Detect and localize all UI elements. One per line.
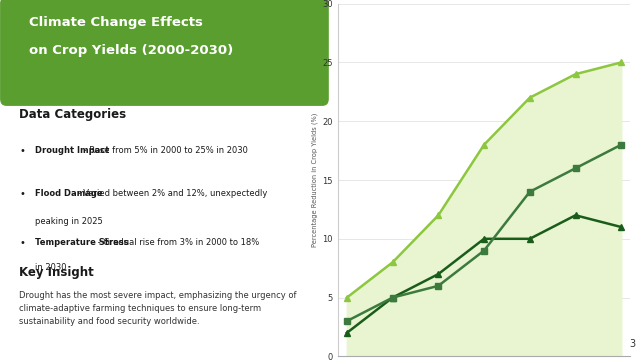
Temperature Stress (%) bbox=[388, 296, 396, 300]
Temperature Stress (%) bbox=[480, 248, 488, 253]
Text: Drought has the most severe impact, emphasizing the urgency of
climate-adaptive : Drought has the most severe impact, emph… bbox=[19, 291, 296, 326]
FancyBboxPatch shape bbox=[0, 0, 329, 106]
Temperature Stress (%) bbox=[618, 143, 625, 147]
Text: 3: 3 bbox=[629, 339, 636, 349]
Flood Damage (%) bbox=[526, 237, 534, 241]
Line: Drought Impact (%): Drought Impact (%) bbox=[344, 59, 625, 301]
Line: Temperature Stress (%): Temperature Stress (%) bbox=[344, 142, 624, 324]
Drought Impact (%) bbox=[388, 260, 396, 265]
Drought Impact (%) bbox=[480, 143, 488, 147]
Text: Drought Impact: Drought Impact bbox=[35, 147, 109, 156]
Text: •: • bbox=[19, 189, 25, 199]
Text: Temperature Stress: Temperature Stress bbox=[35, 238, 129, 247]
Flood Damage (%) bbox=[480, 237, 488, 241]
Temperature Stress (%) bbox=[526, 190, 534, 194]
Drought Impact (%) bbox=[435, 213, 442, 217]
Text: - Gradual rise from 3% in 2000 to 18%: - Gradual rise from 3% in 2000 to 18% bbox=[95, 238, 259, 247]
Text: - Rose from 5% in 2000 to 25% in 2030: - Rose from 5% in 2000 to 25% in 2030 bbox=[81, 147, 248, 156]
Text: in 2030: in 2030 bbox=[35, 263, 67, 272]
Text: Key Insight: Key Insight bbox=[19, 266, 94, 279]
Drought Impact (%) bbox=[343, 296, 351, 300]
Line: Flood Damage (%): Flood Damage (%) bbox=[344, 212, 625, 336]
Text: Data Categories: Data Categories bbox=[19, 108, 126, 121]
Temperature Stress (%) bbox=[343, 319, 351, 323]
Drought Impact (%) bbox=[526, 95, 534, 100]
Drought Impact (%) bbox=[572, 72, 579, 76]
Flood Damage (%) bbox=[618, 225, 625, 229]
Text: Flood Damage: Flood Damage bbox=[35, 189, 102, 198]
Flood Damage (%) bbox=[388, 296, 396, 300]
Text: on Crop Yields (2000-2030): on Crop Yields (2000-2030) bbox=[29, 44, 233, 57]
Flood Damage (%) bbox=[435, 272, 442, 276]
Drought Impact (%) bbox=[618, 60, 625, 64]
Temperature Stress (%) bbox=[435, 284, 442, 288]
Text: Climate Change Effects: Climate Change Effects bbox=[29, 16, 202, 29]
Y-axis label: Percentage Reduction in Crop Yields (%): Percentage Reduction in Crop Yields (%) bbox=[312, 113, 318, 247]
Text: •: • bbox=[19, 238, 25, 248]
Flood Damage (%) bbox=[343, 331, 351, 335]
Flood Damage (%) bbox=[572, 213, 579, 217]
Text: •: • bbox=[19, 147, 25, 157]
Temperature Stress (%) bbox=[572, 166, 579, 170]
Text: peaking in 2025: peaking in 2025 bbox=[35, 217, 102, 226]
Text: - Varied between 2% and 12%, unexpectedly: - Varied between 2% and 12%, unexpectedl… bbox=[75, 189, 267, 198]
